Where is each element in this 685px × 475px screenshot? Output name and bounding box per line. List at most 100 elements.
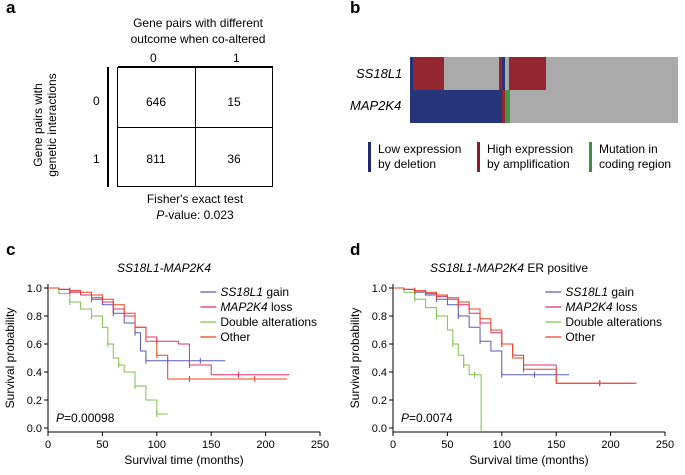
oncoprint-row-ss18l1: [410, 57, 678, 90]
legend-kind: gain: [263, 285, 289, 299]
panel-letter-d: d: [350, 240, 361, 259]
legend-label: by deletion: [378, 157, 437, 171]
chart-title-main: SS18L1-MAP2K4: [430, 261, 524, 275]
legend-gene: MAP2K4: [565, 300, 613, 314]
table-cell: 811: [146, 152, 166, 166]
survival-curve: [393, 287, 637, 384]
y-tick-label: 0.4: [27, 367, 42, 379]
survival-curve: [393, 287, 570, 376]
legend-swatch-deletion: [368, 142, 371, 172]
survival-curve: [393, 287, 482, 428]
oncoprint-cell: [509, 57, 546, 90]
y-tick-label: 0.0: [27, 423, 42, 435]
panel-letter-b: b: [350, 0, 361, 17]
table-cell: 15: [227, 95, 241, 109]
legend-gene: SS18L1: [220, 285, 263, 299]
pvalue-value: =0.0074: [409, 411, 453, 425]
chart-title-main: SS18L1-MAP2K4: [117, 261, 211, 275]
oncoprint-cell: [502, 90, 505, 123]
x-tick-label: 50: [96, 439, 108, 451]
pvalue-annotation: P=0.0074: [401, 411, 453, 425]
y-tick-label: 0.6: [372, 339, 387, 351]
row-label-0: 0: [93, 94, 100, 108]
gene-label-ss18l1: SS18L1: [356, 66, 403, 81]
test-name: Fisher's exact test: [146, 192, 244, 206]
row-bracket: [107, 67, 109, 187]
km-plot-d: SS18L1-MAP2K4 ER positive 0 50 100 150 200 250…: [348, 261, 674, 467]
oncoprint-cell: [502, 57, 505, 90]
y-tick-label: 0.8: [27, 311, 42, 323]
panel-letter-c: c: [6, 240, 16, 259]
legend-kind: gain: [608, 285, 634, 299]
legend-label: Mutation in: [599, 142, 658, 156]
survival-curve: [48, 287, 226, 362]
x-tick-label: 0: [45, 439, 51, 451]
legend-label: MAP2K4 loss: [565, 300, 637, 314]
legend-item-amplification: High expression by amplification: [487, 142, 573, 172]
column-header-line1: Gene pairs with different: [133, 16, 263, 30]
y-tick-label: 0.6: [27, 339, 42, 351]
legend-gene: SS18L1: [565, 285, 608, 299]
legend-label: Low expression: [378, 142, 462, 156]
x-tick-label: 200: [256, 439, 274, 451]
pvalue-value: =0.00098: [64, 411, 115, 425]
survival-curve: [48, 287, 168, 415]
pvalue-text: -value: 0.023: [164, 208, 234, 222]
x-tick-label: 250: [311, 439, 329, 451]
legend-swatch-amplification: [477, 142, 480, 172]
pvalue-line: P-value: 0.023: [95, 208, 295, 222]
oncoprint: [410, 57, 678, 123]
column-header-line2: outcome when co-altered: [130, 32, 266, 46]
y-axis-label: Survival probability: [348, 308, 362, 409]
y-tick-label: 0.2: [27, 395, 42, 407]
row-header-line2: genetic interactions: [45, 73, 59, 177]
chart-title-suffix: ER positive: [524, 261, 588, 275]
legend-item-deletion: Low expression by deletion: [378, 142, 461, 172]
x-tick-label: 150: [202, 439, 220, 451]
x-tick-label: 50: [441, 439, 453, 451]
km-plot-c: SS18L1-MAP2K4 0 50 100 150 200 250 0.0 0.2 0.4 0.6…: [3, 261, 329, 467]
row-label-1: 1: [93, 152, 100, 166]
chart-title: SS18L1-MAP2K4 ER positive: [430, 261, 588, 275]
legend-label: by amplification: [487, 157, 570, 171]
x-tick-label: 150: [547, 439, 565, 451]
legend-label: coding region: [599, 157, 672, 171]
x-axis-label: Survival time (months): [469, 453, 588, 467]
oncoprint-cell: [410, 57, 413, 90]
survival-curve: [48, 287, 290, 376]
column-label-1: 1: [233, 51, 240, 65]
row-header-line2-wrap: genetic interactions: [30, 50, 59, 200]
x-tick-label: 200: [601, 439, 619, 451]
legend-item-mutation: Mutation in coding region: [599, 142, 671, 172]
legend-kind: loss: [268, 300, 293, 314]
oncoprint-cell: [505, 90, 510, 123]
legend-label: Double alterations: [220, 315, 317, 329]
table-cell: 36: [227, 152, 241, 166]
legend-kind: loss: [613, 300, 638, 314]
panel-letter-a: a: [6, 0, 16, 17]
x-tick-label: 250: [656, 439, 674, 451]
legend-swatch-mutation: [589, 142, 592, 172]
y-tick-label: 0.0: [372, 423, 387, 435]
pvalue-p: P: [401, 411, 409, 425]
x-tick-label: 100: [493, 439, 511, 451]
column-bracket: [118, 66, 273, 68]
chart-title: SS18L1-MAP2K4: [117, 261, 211, 275]
y-tick-label: 0.4: [372, 367, 387, 379]
legend-label: Other: [565, 330, 595, 344]
legend-label: Double alterations: [565, 315, 662, 329]
legend-label: Other: [220, 330, 250, 344]
oncoprint-cell: [499, 57, 502, 90]
pvalue-p: P: [56, 411, 64, 425]
pvalue-annotation: P=0.00098: [56, 411, 115, 425]
survival-curve: [48, 287, 288, 380]
legend-label: SS18L1 gain: [220, 285, 289, 299]
oncoprint-row-map2k4: [410, 90, 678, 123]
contingency-table: 646 15 811 36: [117, 67, 273, 187]
y-axis-label: Survival probability: [3, 308, 17, 409]
y-tick-label: 1.0: [372, 283, 387, 295]
oncoprint-cell: [413, 57, 444, 90]
table-col-divider: [195, 68, 196, 186]
pvalue-p: P: [156, 208, 165, 222]
x-tick-label: 0: [390, 439, 396, 451]
